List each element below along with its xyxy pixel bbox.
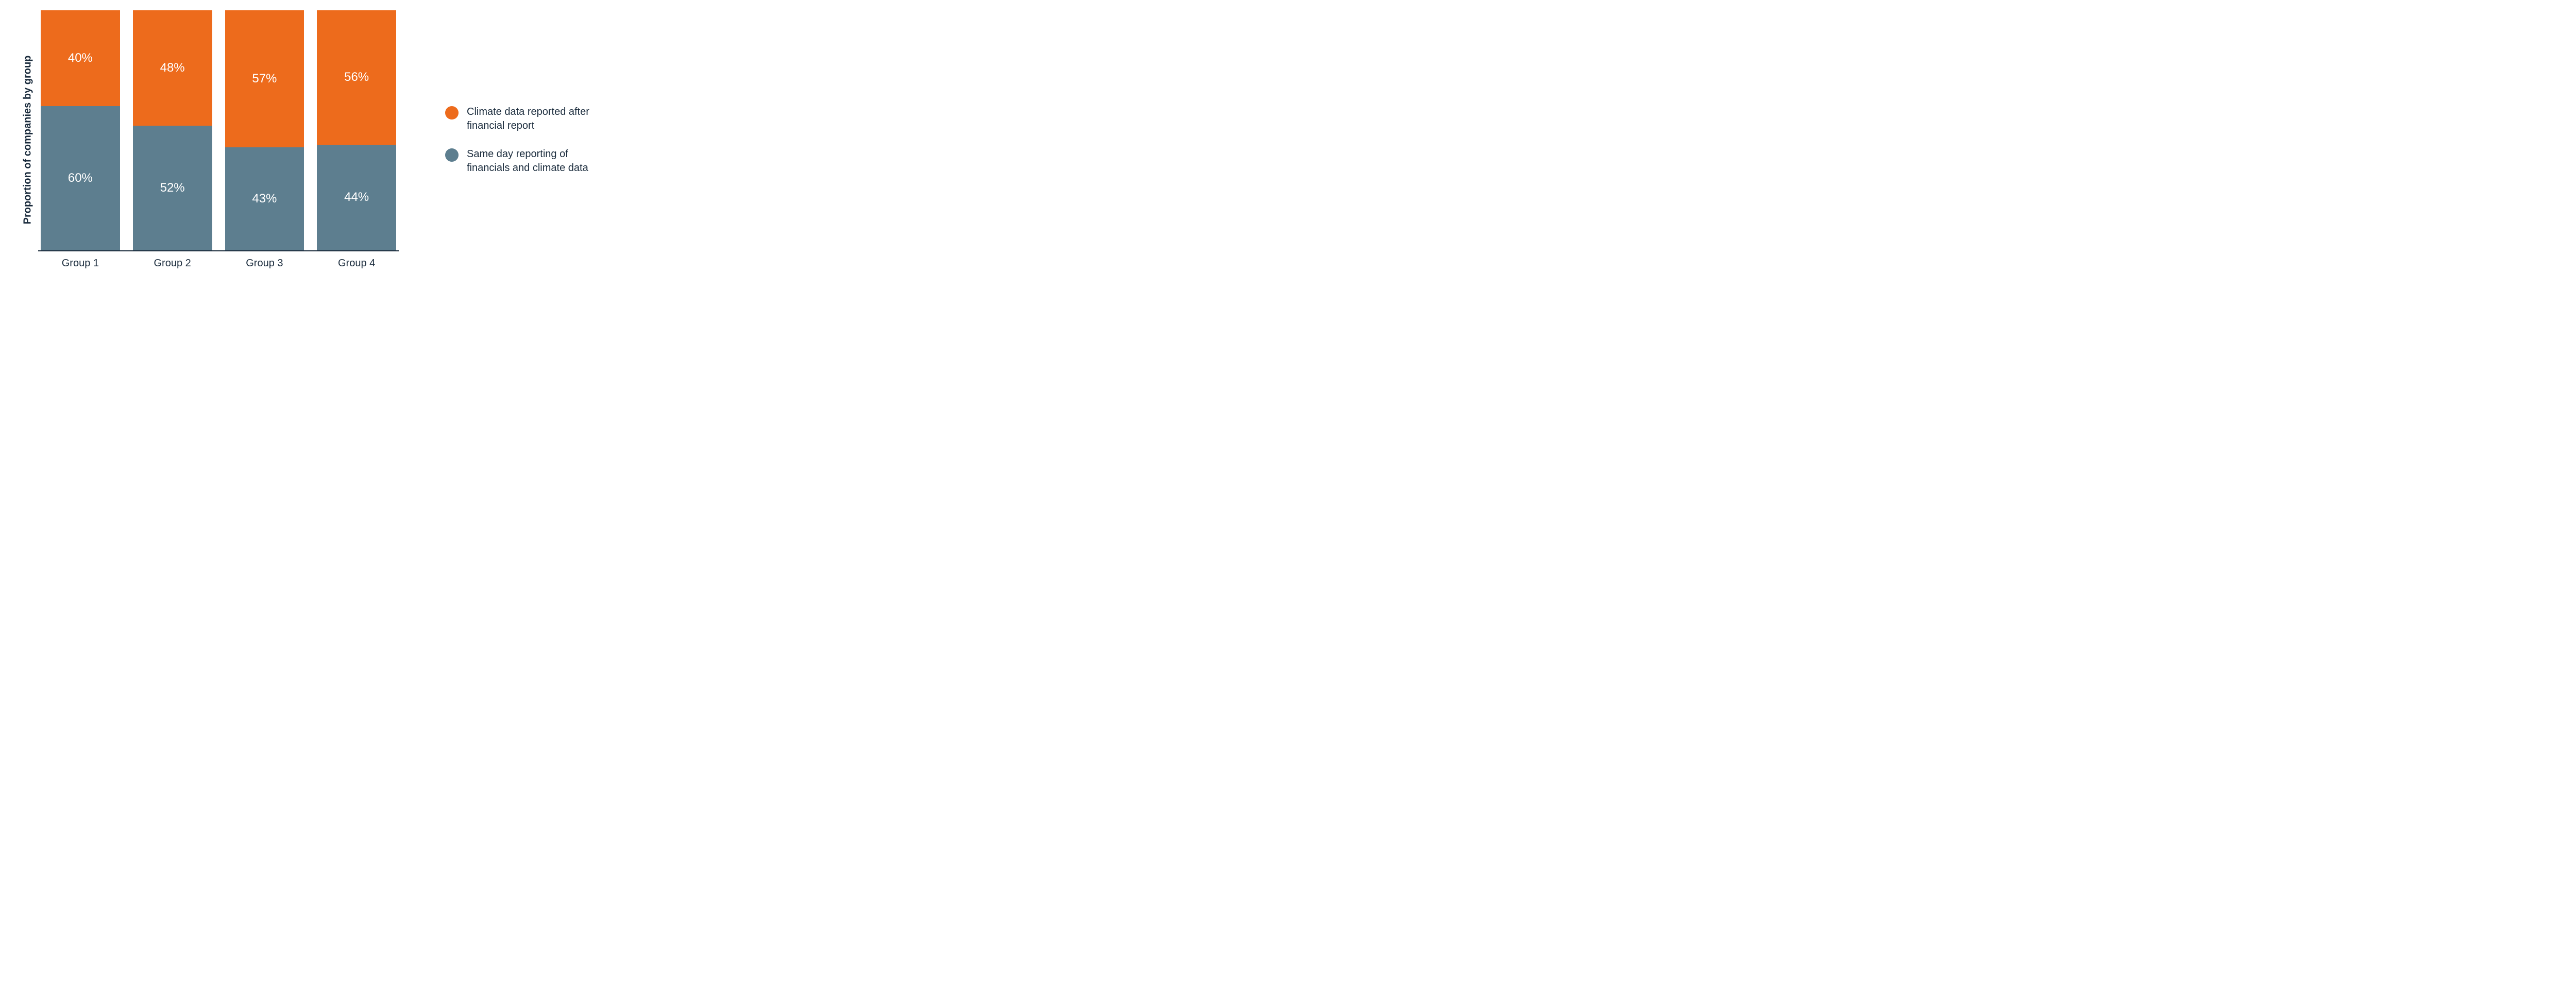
legend-label: Same day reporting of financials and cli… xyxy=(467,147,601,175)
bar-segment-same_day: 44% xyxy=(317,145,396,250)
bar-segment-same_day: 43% xyxy=(225,147,304,250)
chart-main: Proportion of companies by group 40%60%4… xyxy=(21,10,399,269)
bar-segment-after: 48% xyxy=(133,10,212,126)
plot-area: 40%60%48%52%57%43%56%44% xyxy=(38,10,399,251)
bar: 56%44% xyxy=(317,10,396,250)
bar-segment-same_day: 60% xyxy=(41,106,120,250)
bar: 57%43% xyxy=(225,10,304,250)
bar: 40%60% xyxy=(41,10,120,250)
bar-segment-after: 57% xyxy=(225,10,304,147)
legend-label: Climate data reported after financial re… xyxy=(467,105,601,133)
y-axis-label-container: Proportion of companies by group xyxy=(21,10,35,269)
y-axis-label: Proportion of companies by group xyxy=(22,56,34,225)
bar-segment-after: 56% xyxy=(317,10,396,145)
legend-swatch xyxy=(445,106,459,120)
legend: Climate data reported after financial re… xyxy=(445,105,601,175)
bar-segment-after: 40% xyxy=(41,10,120,106)
legend-swatch xyxy=(445,148,459,162)
plot-column: 40%60%48%52%57%43%56%44% Group 1Group 2G… xyxy=(38,10,399,269)
x-tick: Group 2 xyxy=(133,258,212,269)
legend-item: Same day reporting of financials and cli… xyxy=(445,147,601,175)
x-tick: Group 1 xyxy=(41,258,120,269)
x-axis-ticks: Group 1 Group 2 Group 3 Group 4 xyxy=(38,251,399,269)
bar-segment-same_day: 52% xyxy=(133,126,212,250)
stacked-bar-chart: Proportion of companies by group 40%60%4… xyxy=(21,10,743,269)
x-tick: Group 3 xyxy=(225,258,304,269)
x-tick: Group 4 xyxy=(317,258,396,269)
bar: 48%52% xyxy=(133,10,212,250)
legend-item: Climate data reported after financial re… xyxy=(445,105,601,133)
